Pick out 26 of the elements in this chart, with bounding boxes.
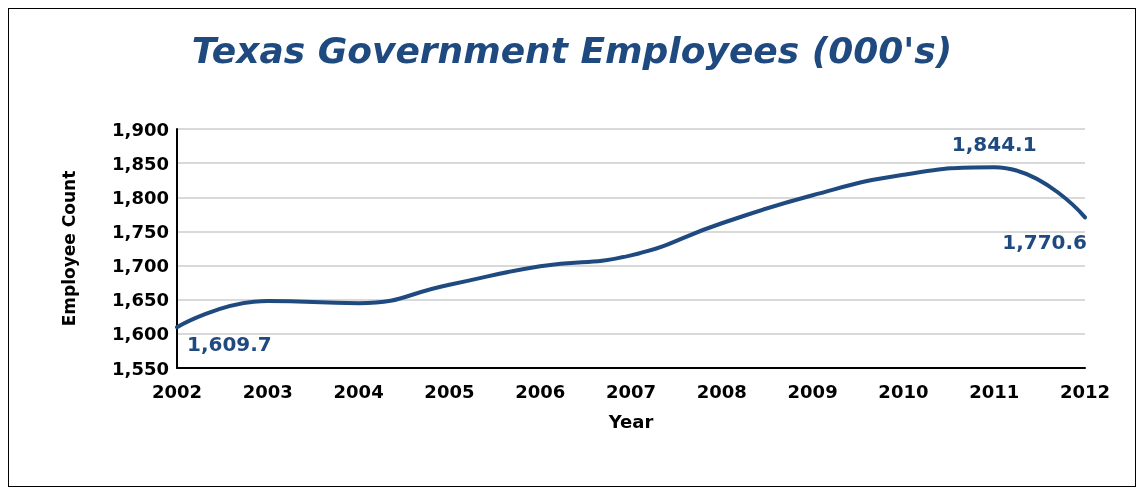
x-tick-label: 2003 — [242, 380, 293, 402]
y-tick-label: 1,900 — [112, 118, 169, 140]
x-tick-label: 2006 — [515, 380, 566, 402]
x-tick-label: 2007 — [605, 380, 657, 402]
x-tick-label: 2004 — [333, 380, 384, 402]
y-tick-label: 1,800 — [112, 186, 169, 208]
chart-title: Texas Government Employees (000's) — [191, 29, 953, 71]
x-tick-label: 2010 — [878, 380, 929, 402]
data-label: 1,844.1 — [951, 132, 1037, 157]
x-tick-label: 2009 — [787, 380, 838, 402]
y-tick-label: 1,850 — [112, 152, 169, 174]
data-label: 1,770.6 — [1002, 230, 1087, 255]
y-axis-title: Employee Count — [58, 170, 79, 327]
x-tick-label: 2008 — [696, 380, 747, 402]
x-tick-label: 2005 — [424, 380, 475, 402]
data-label: 1,609.7 — [187, 332, 272, 357]
y-tick-label: 1,600 — [112, 323, 169, 345]
y-tick-label: 1,550 — [112, 357, 169, 379]
y-tick-label: 1,700 — [112, 255, 169, 277]
line-series — [175, 165, 1087, 330]
x-axis-title: Year — [607, 410, 654, 432]
y-tick-label: 1,750 — [112, 220, 169, 242]
x-tick-label: 2012 — [1059, 380, 1111, 402]
x-tick-label: 2002 — [151, 380, 203, 402]
x-tick-label: 2011 — [969, 380, 1020, 402]
y-tick-label: 1,650 — [112, 289, 169, 311]
